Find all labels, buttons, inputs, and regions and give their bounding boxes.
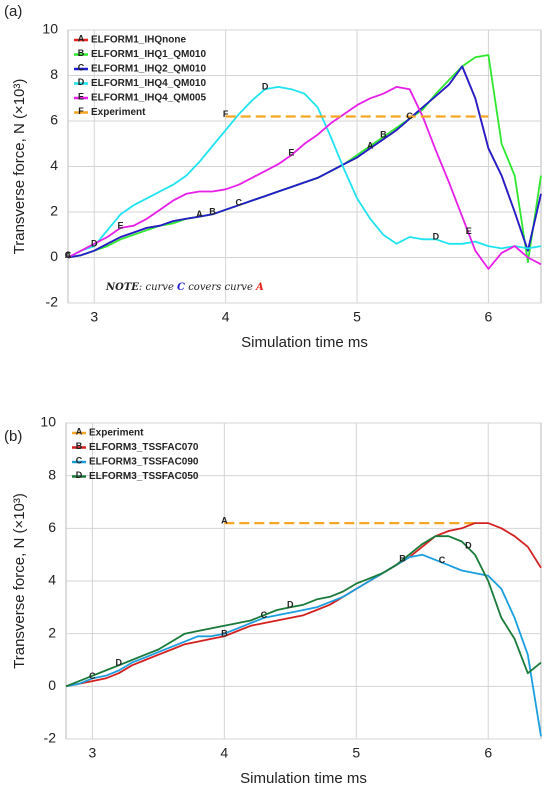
curve-marker: C bbox=[261, 610, 268, 620]
curve-marker: D bbox=[465, 540, 472, 550]
panel-label: (b) bbox=[4, 428, 22, 445]
curve-marker: C bbox=[439, 555, 446, 565]
legend-marker: D bbox=[76, 470, 83, 480]
legend-label: ELFORM3_TSSFAC070 bbox=[89, 442, 199, 453]
legend-label: ELFORM1_IHQ2_QM010 bbox=[91, 64, 206, 75]
legend-marker: E bbox=[78, 91, 84, 101]
curve-marker: C bbox=[236, 198, 243, 208]
x-tick-label: 3 bbox=[90, 309, 98, 325]
y-tick-label: 8 bbox=[50, 66, 58, 82]
x-tick-label: 4 bbox=[222, 309, 230, 325]
x-axis-title: Simulation time ms bbox=[240, 770, 367, 787]
note-part: NOTE bbox=[105, 282, 139, 293]
y-tick-label: 2 bbox=[48, 624, 56, 640]
legend-label: ELFORM3_TSSFAC050 bbox=[89, 471, 199, 482]
legend-label: ELFORM1_IHQnone bbox=[91, 35, 186, 46]
y-tick-label: 10 bbox=[42, 21, 58, 37]
y-tick-label: 6 bbox=[50, 112, 58, 128]
curve-marker: A bbox=[221, 515, 228, 525]
y-tick-label: 2 bbox=[50, 203, 58, 219]
legend-marker: A bbox=[76, 426, 83, 436]
curve-marker: D bbox=[433, 232, 440, 242]
x-tick-label: 4 bbox=[220, 745, 228, 761]
legend-label: ELFORM3_TSSFAC090 bbox=[89, 457, 199, 468]
panel-label: (a) bbox=[4, 3, 22, 20]
x-axis-title: Simulation time ms bbox=[241, 334, 368, 351]
curve-marker: F bbox=[223, 109, 229, 119]
curve-marker: B bbox=[221, 629, 228, 639]
curve-marker: B bbox=[209, 207, 216, 217]
curve-marker: D bbox=[91, 239, 98, 249]
x-tick-label: 6 bbox=[485, 309, 493, 325]
y-tick-label: 10 bbox=[40, 414, 56, 430]
y-tick-label: 0 bbox=[50, 248, 58, 264]
series-line bbox=[65, 553, 542, 737]
curve-marker: B bbox=[399, 554, 406, 564]
curve-marker: C bbox=[406, 111, 413, 121]
legend-label: Experiment bbox=[89, 428, 144, 439]
x-tick-label: 5 bbox=[353, 309, 361, 325]
legend-marker: C bbox=[76, 455, 83, 465]
y-tick-label: 0 bbox=[48, 677, 56, 693]
y-axis-title: Transverse force, N (×10³) bbox=[11, 79, 28, 255]
legend-label: Experiment bbox=[91, 107, 146, 118]
note-part: A bbox=[255, 282, 264, 293]
y-tick-label: -2 bbox=[44, 730, 57, 746]
legend-label: ELFORM1_IHQ4_QM010 bbox=[91, 78, 206, 89]
x-tick-label: 6 bbox=[484, 745, 492, 761]
legend-marker: A bbox=[78, 33, 85, 43]
curve-marker: B bbox=[380, 129, 387, 139]
x-tick-label: 3 bbox=[88, 745, 96, 761]
curve-marker: A bbox=[65, 250, 72, 260]
y-tick-label: 4 bbox=[48, 572, 56, 588]
series-line bbox=[65, 535, 542, 688]
legend-marker: C bbox=[78, 62, 85, 72]
legend-label: ELFORM1_IHQ1_QM010 bbox=[91, 49, 206, 60]
curve-marker: D bbox=[287, 600, 294, 610]
note-part: covers curve bbox=[185, 282, 256, 293]
curve-marker: E bbox=[466, 226, 472, 236]
note-part: : curve bbox=[139, 282, 177, 293]
series-line bbox=[65, 522, 542, 688]
x-tick-label: 5 bbox=[352, 745, 360, 761]
y-tick-label: 6 bbox=[48, 519, 56, 535]
curve-marker: C bbox=[65, 250, 72, 260]
curve-marker: D bbox=[262, 82, 269, 92]
legend-marker: F bbox=[78, 106, 84, 116]
y-tick-label: 4 bbox=[50, 157, 58, 173]
curve-marker: E bbox=[288, 148, 294, 158]
y-tick-label: -2 bbox=[46, 294, 59, 310]
curve-marker: C bbox=[89, 671, 96, 681]
legend-marker: B bbox=[76, 441, 83, 451]
curve-marker: D bbox=[116, 658, 123, 668]
y-axis-title: Transverse force, N (×10³) bbox=[11, 493, 28, 669]
legend-marker: B bbox=[78, 48, 85, 58]
curve-marker: A bbox=[196, 209, 203, 219]
curve-marker: A bbox=[367, 141, 374, 151]
y-tick-label: 8 bbox=[48, 466, 56, 482]
note: NOTE: curve C covers curve A bbox=[105, 282, 264, 293]
legend-marker: D bbox=[78, 77, 85, 87]
series-line bbox=[67, 86, 542, 259]
legend-label: ELFORM1_IHQ4_QM005 bbox=[91, 93, 206, 104]
series-line bbox=[67, 65, 542, 259]
series-line bbox=[67, 86, 542, 270]
curve-marker: E bbox=[118, 220, 124, 230]
note-part: C bbox=[177, 282, 185, 293]
